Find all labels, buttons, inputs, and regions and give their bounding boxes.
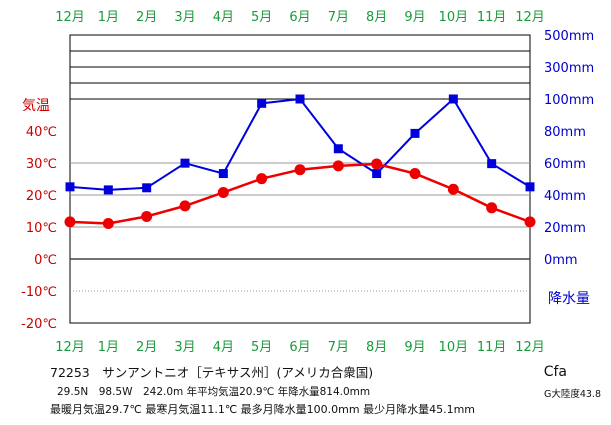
month-label-top: 6月 [289,10,310,25]
temp-tick: 10℃ [26,221,57,236]
precip-point [410,128,420,138]
temp-axis-label: 気温 [22,98,50,114]
temp-tick: -10℃ [21,285,57,300]
temp-point [486,202,498,214]
month-label-bottom: 10月 [439,340,469,355]
temp-point [294,164,306,176]
precip-point [180,158,190,168]
climate-class: Cfa [543,364,567,380]
precip-tick: 300mm [544,61,594,76]
month-label-top: 5月 [251,10,272,25]
precip-tick: 100mm [544,93,594,108]
month-label-bottom: 12月 [55,340,85,355]
station-name: 72253 サンアントニオ［テキサス州］(アメリカ合衆国) [50,365,374,380]
precip-point [487,159,497,169]
temp-point [141,210,153,222]
month-label-bottom: 11月 [477,340,507,355]
climate-chart: 12月 12月 1月 1月 2月 2月 3月 3月 4月 4月 5月 5月 6月 6月 7月 7月 8月 8月 9月… [21,10,594,355]
month-label-bottom: 12月 [515,340,545,355]
month-label-top: 8月 [366,10,387,25]
precip-point [218,169,228,179]
temp-point [332,160,344,172]
month-label-top: 3月 [174,10,195,25]
temp-tick: 0℃ [34,253,57,268]
month-label-top: 10月 [439,10,469,25]
temp-point [371,158,383,170]
precip-point [103,185,113,195]
month-label-top: 12月 [515,10,545,25]
plot-frame [69,34,531,324]
precip-point [525,182,535,192]
month-label-bottom: 8月 [366,340,387,355]
month-label-bottom: 7月 [328,340,349,355]
station-extremes: 最暖月気温29.7℃ 最寒月気温11.1℃ 最多月降水量100.0mm 最少月降… [50,403,476,416]
temp-point [524,216,536,228]
temp-point [256,173,268,185]
month-label-top: 7月 [328,10,349,25]
precip-point [333,144,343,154]
precip-tick: 20mm [544,221,586,236]
precip-axis-label: 降水量 [548,291,590,307]
precip-tick: 0mm [544,253,578,268]
month-label-top: 11月 [477,10,507,25]
temp-point [447,183,459,195]
precip-point [295,94,305,104]
temp-point [217,186,229,198]
precip-tick: 500mm [544,29,594,44]
temp-tick: 40℃ [26,125,57,140]
month-label-bottom: 1月 [98,340,119,355]
precip-tick: 40mm [544,189,586,204]
precip-point [142,183,152,193]
temp-point [102,217,114,229]
temp-tick: 20℃ [26,189,57,204]
precip-point [448,94,458,104]
precip-tick: 60mm [544,157,586,172]
month-label-top: 4月 [213,10,234,25]
month-label-top: 2月 [136,10,157,25]
month-label-bottom: 3月 [174,340,195,355]
month-label-top: 9月 [404,10,425,25]
month-label-bottom: 9月 [404,340,425,355]
temp-point [64,216,76,228]
precip-point [257,98,267,108]
temp-tick: 30℃ [26,157,57,172]
precip-point [65,182,75,192]
month-label-bottom: 2月 [136,340,157,355]
continentality: G大陸度43.8 [543,389,601,400]
station-stats: 29.5N 98.5W 242.0m 年平均気温20.9℃ 年降水量814.0m… [57,386,371,398]
month-label-top: 12月 [55,10,85,25]
temp-point [409,168,421,180]
temp-tick: -20℃ [21,317,57,332]
month-label-bottom: 5月 [251,340,272,355]
precip-point [372,169,382,179]
month-label-top: 1月 [98,10,119,25]
temp-point [179,200,191,212]
month-label-bottom: 6月 [289,340,310,355]
precip-tick: 80mm [544,125,586,140]
month-label-bottom: 4月 [213,340,234,355]
